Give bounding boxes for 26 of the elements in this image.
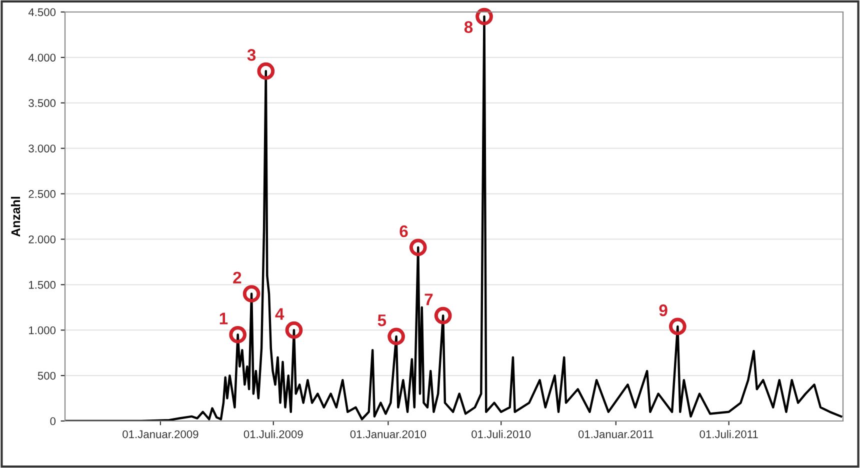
- x-tick-label: 01.Juli.2009: [244, 430, 303, 438]
- x-tick-label: 01.Juli.2011: [700, 430, 758, 438]
- annotation: 4: [275, 308, 284, 320]
- annotation: 9: [659, 304, 668, 316]
- annotation: 3: [247, 49, 256, 61]
- y-tick-label: 4.500: [28, 8, 56, 16]
- annotation: 8: [464, 21, 473, 33]
- y-axis-title: Anzahl: [10, 196, 20, 237]
- annotation: 6: [400, 225, 408, 238]
- y-tick-label: 3.500: [28, 99, 56, 108]
- y-tick-label: 1.000: [29, 326, 56, 334]
- y-tick-label: 4.000: [28, 54, 56, 62]
- y-tick-label: 500: [38, 372, 56, 380]
- x-tick-label: 01.Januar.2010: [350, 430, 426, 438]
- annotation: 5: [378, 314, 386, 326]
- annotation: 7: [424, 294, 433, 306]
- x-tick-label: 01.Januar.2011: [578, 430, 654, 438]
- y-tick-label: 2.500: [28, 190, 56, 198]
- y-tick-label: 0: [50, 417, 56, 426]
- y-tick-label: 3.000: [28, 144, 56, 152]
- x-tick-label: 01.Januar.2009: [122, 430, 198, 438]
- y-tick-label: 1.500: [29, 280, 56, 289]
- annotation: 1: [220, 312, 228, 324]
- y-tick-label: 2.000: [28, 235, 56, 244]
- x-tick-label: 01.Juli.2010: [472, 430, 531, 438]
- annotation: 2: [233, 272, 242, 284]
